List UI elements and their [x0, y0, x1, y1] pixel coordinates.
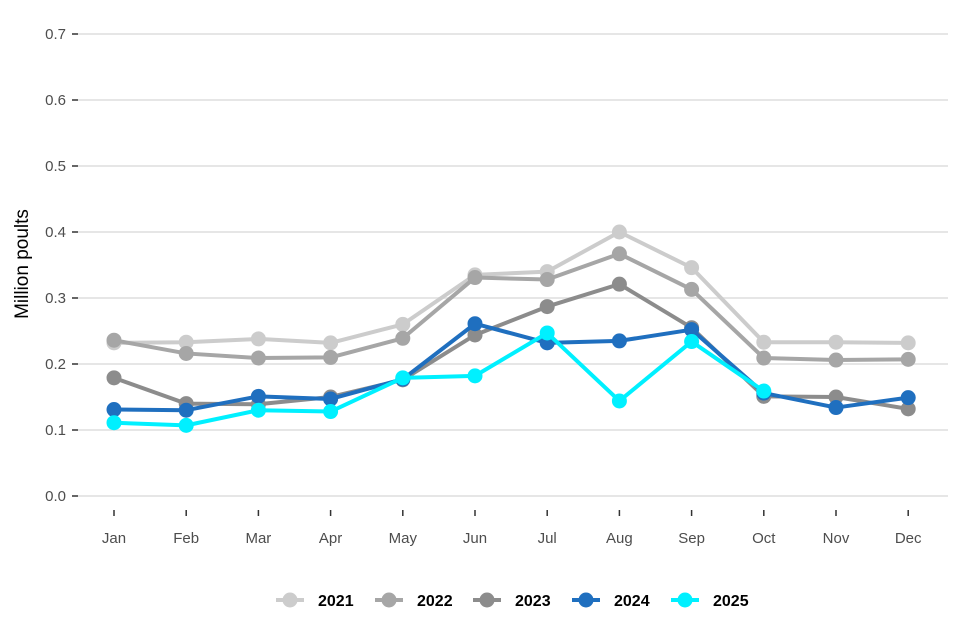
- data-point-2022-Jun: [467, 270, 483, 286]
- data-point-2022-Mar: [250, 350, 266, 366]
- data-point-2021-Apr: [323, 335, 339, 351]
- data-point-2022-Nov: [828, 352, 844, 368]
- legend-key-point: [677, 592, 693, 608]
- y-tick-label: 0.6: [45, 92, 66, 109]
- legend-label: 2024: [614, 593, 650, 610]
- y-axis-title: Million poults: [12, 209, 33, 319]
- data-point-2022-May: [395, 330, 411, 346]
- x-tick-label: Jan: [102, 530, 126, 547]
- data-point-2025-Aug: [611, 393, 627, 409]
- legend-key-point: [282, 592, 298, 608]
- x-tick-label: Oct: [752, 530, 776, 547]
- data-point-2024-Nov: [828, 400, 844, 416]
- data-point-2023-Jan: [106, 370, 122, 386]
- data-point-2021-Oct: [756, 334, 772, 350]
- data-point-2022-Apr: [323, 349, 339, 365]
- data-point-2024-Aug: [611, 333, 627, 349]
- y-tick-label: 0.5: [45, 158, 66, 175]
- legend: 2021 2022 2023 2024 2025: [276, 592, 749, 610]
- data-point-2022-Jan: [106, 332, 122, 348]
- data-point-2025-Jul: [539, 325, 555, 341]
- data-point-2022-Feb: [178, 345, 194, 361]
- data-point-2025-Jun: [467, 368, 483, 384]
- x-tick-label: Feb: [173, 530, 199, 547]
- legend-item-2022: 2022: [375, 592, 453, 610]
- x-tick-label: May: [389, 530, 418, 547]
- data-point-2023-Aug: [611, 276, 627, 292]
- series-line-2025: [113, 330, 765, 428]
- y-tick-label: 0.0: [45, 488, 66, 505]
- data-point-2021-Mar: [250, 331, 266, 347]
- legend-label: 2021: [318, 593, 354, 610]
- y-tick-label: 0.4: [45, 224, 66, 241]
- legend-key-point: [578, 592, 594, 608]
- y-tick-label: 0.2: [45, 356, 66, 373]
- data-point-2022-Jul: [539, 272, 555, 288]
- data-point-2021-May: [395, 316, 411, 332]
- series-2025: [106, 325, 772, 433]
- data-point-2023-Jul: [539, 299, 555, 315]
- legend-label: 2025: [713, 593, 749, 610]
- data-point-2024-Dec: [900, 390, 916, 406]
- data-point-2024-Jun: [467, 316, 483, 332]
- data-point-2021-Sep: [684, 260, 700, 276]
- data-point-2025-May: [395, 370, 411, 386]
- data-point-2023-Dec: [900, 401, 916, 417]
- y-tick-label: 0.1: [45, 422, 66, 439]
- series-line-2024: [113, 321, 909, 413]
- data-point-2021-Nov: [828, 334, 844, 350]
- x-tick-label: Jun: [463, 530, 487, 547]
- x-tick-label: Sep: [678, 530, 705, 547]
- data-point-2025-Jan: [106, 415, 122, 431]
- data-point-2021-Feb: [178, 334, 194, 350]
- legend-item-2023: 2023: [473, 592, 551, 610]
- x-tick-label: Mar: [245, 530, 271, 547]
- data-point-2023-Nov: [828, 389, 844, 405]
- legend-item-2024: 2024: [572, 592, 650, 610]
- y-axis: 0.0 0.1 0.2 0.3 0.4 0.5 0.6 0.7: [45, 26, 78, 505]
- legend-label: 2023: [515, 593, 551, 610]
- data-point-2021-Aug: [611, 224, 627, 240]
- series-line-2022: [113, 251, 909, 363]
- data-point-2024-Sep: [684, 322, 700, 338]
- series-layer: [106, 224, 916, 433]
- x-axis: Jan Feb Mar Apr May Jun Jul Aug Sep Oct Nov Dec: [102, 510, 922, 547]
- data-point-2024-Mar: [250, 388, 266, 404]
- data-point-2025-Mar: [250, 402, 266, 418]
- data-point-2025-Apr: [323, 404, 339, 420]
- y-gridlines: [78, 33, 948, 497]
- data-point-2022-Aug: [611, 246, 627, 262]
- data-point-2022-Oct: [756, 350, 772, 366]
- data-point-2023-Jun: [467, 327, 483, 343]
- series-2024: [106, 316, 916, 418]
- data-point-2025-Sep: [684, 334, 700, 350]
- data-point-2024-Jan: [106, 402, 122, 418]
- x-tick-label: Dec: [895, 530, 922, 547]
- y-tick-label: 0.3: [45, 290, 66, 307]
- data-point-2021-Dec: [900, 335, 916, 351]
- data-point-2025-Feb: [178, 417, 194, 433]
- legend-key-point: [479, 592, 495, 608]
- y-tick-label: 0.7: [45, 26, 66, 43]
- legend-key-point: [381, 592, 397, 608]
- x-tick-label: Nov: [823, 530, 850, 547]
- series-line-2021: [113, 230, 909, 345]
- x-tick-label: Jul: [538, 530, 557, 547]
- x-tick-label: Aug: [606, 530, 633, 547]
- data-point-2022-Sep: [684, 281, 700, 297]
- series-line-2023: [113, 282, 909, 411]
- data-point-2024-Feb: [178, 402, 194, 418]
- data-point-2022-Dec: [900, 351, 916, 367]
- legend-item-2025: 2025: [671, 592, 749, 610]
- legend-item-2021: 2021: [276, 592, 354, 610]
- legend-label: 2022: [417, 593, 453, 610]
- data-point-2025-Oct: [756, 383, 772, 399]
- x-tick-label: Apr: [319, 530, 342, 547]
- data-point-2024-Apr: [323, 391, 339, 407]
- series-2022: [106, 246, 916, 368]
